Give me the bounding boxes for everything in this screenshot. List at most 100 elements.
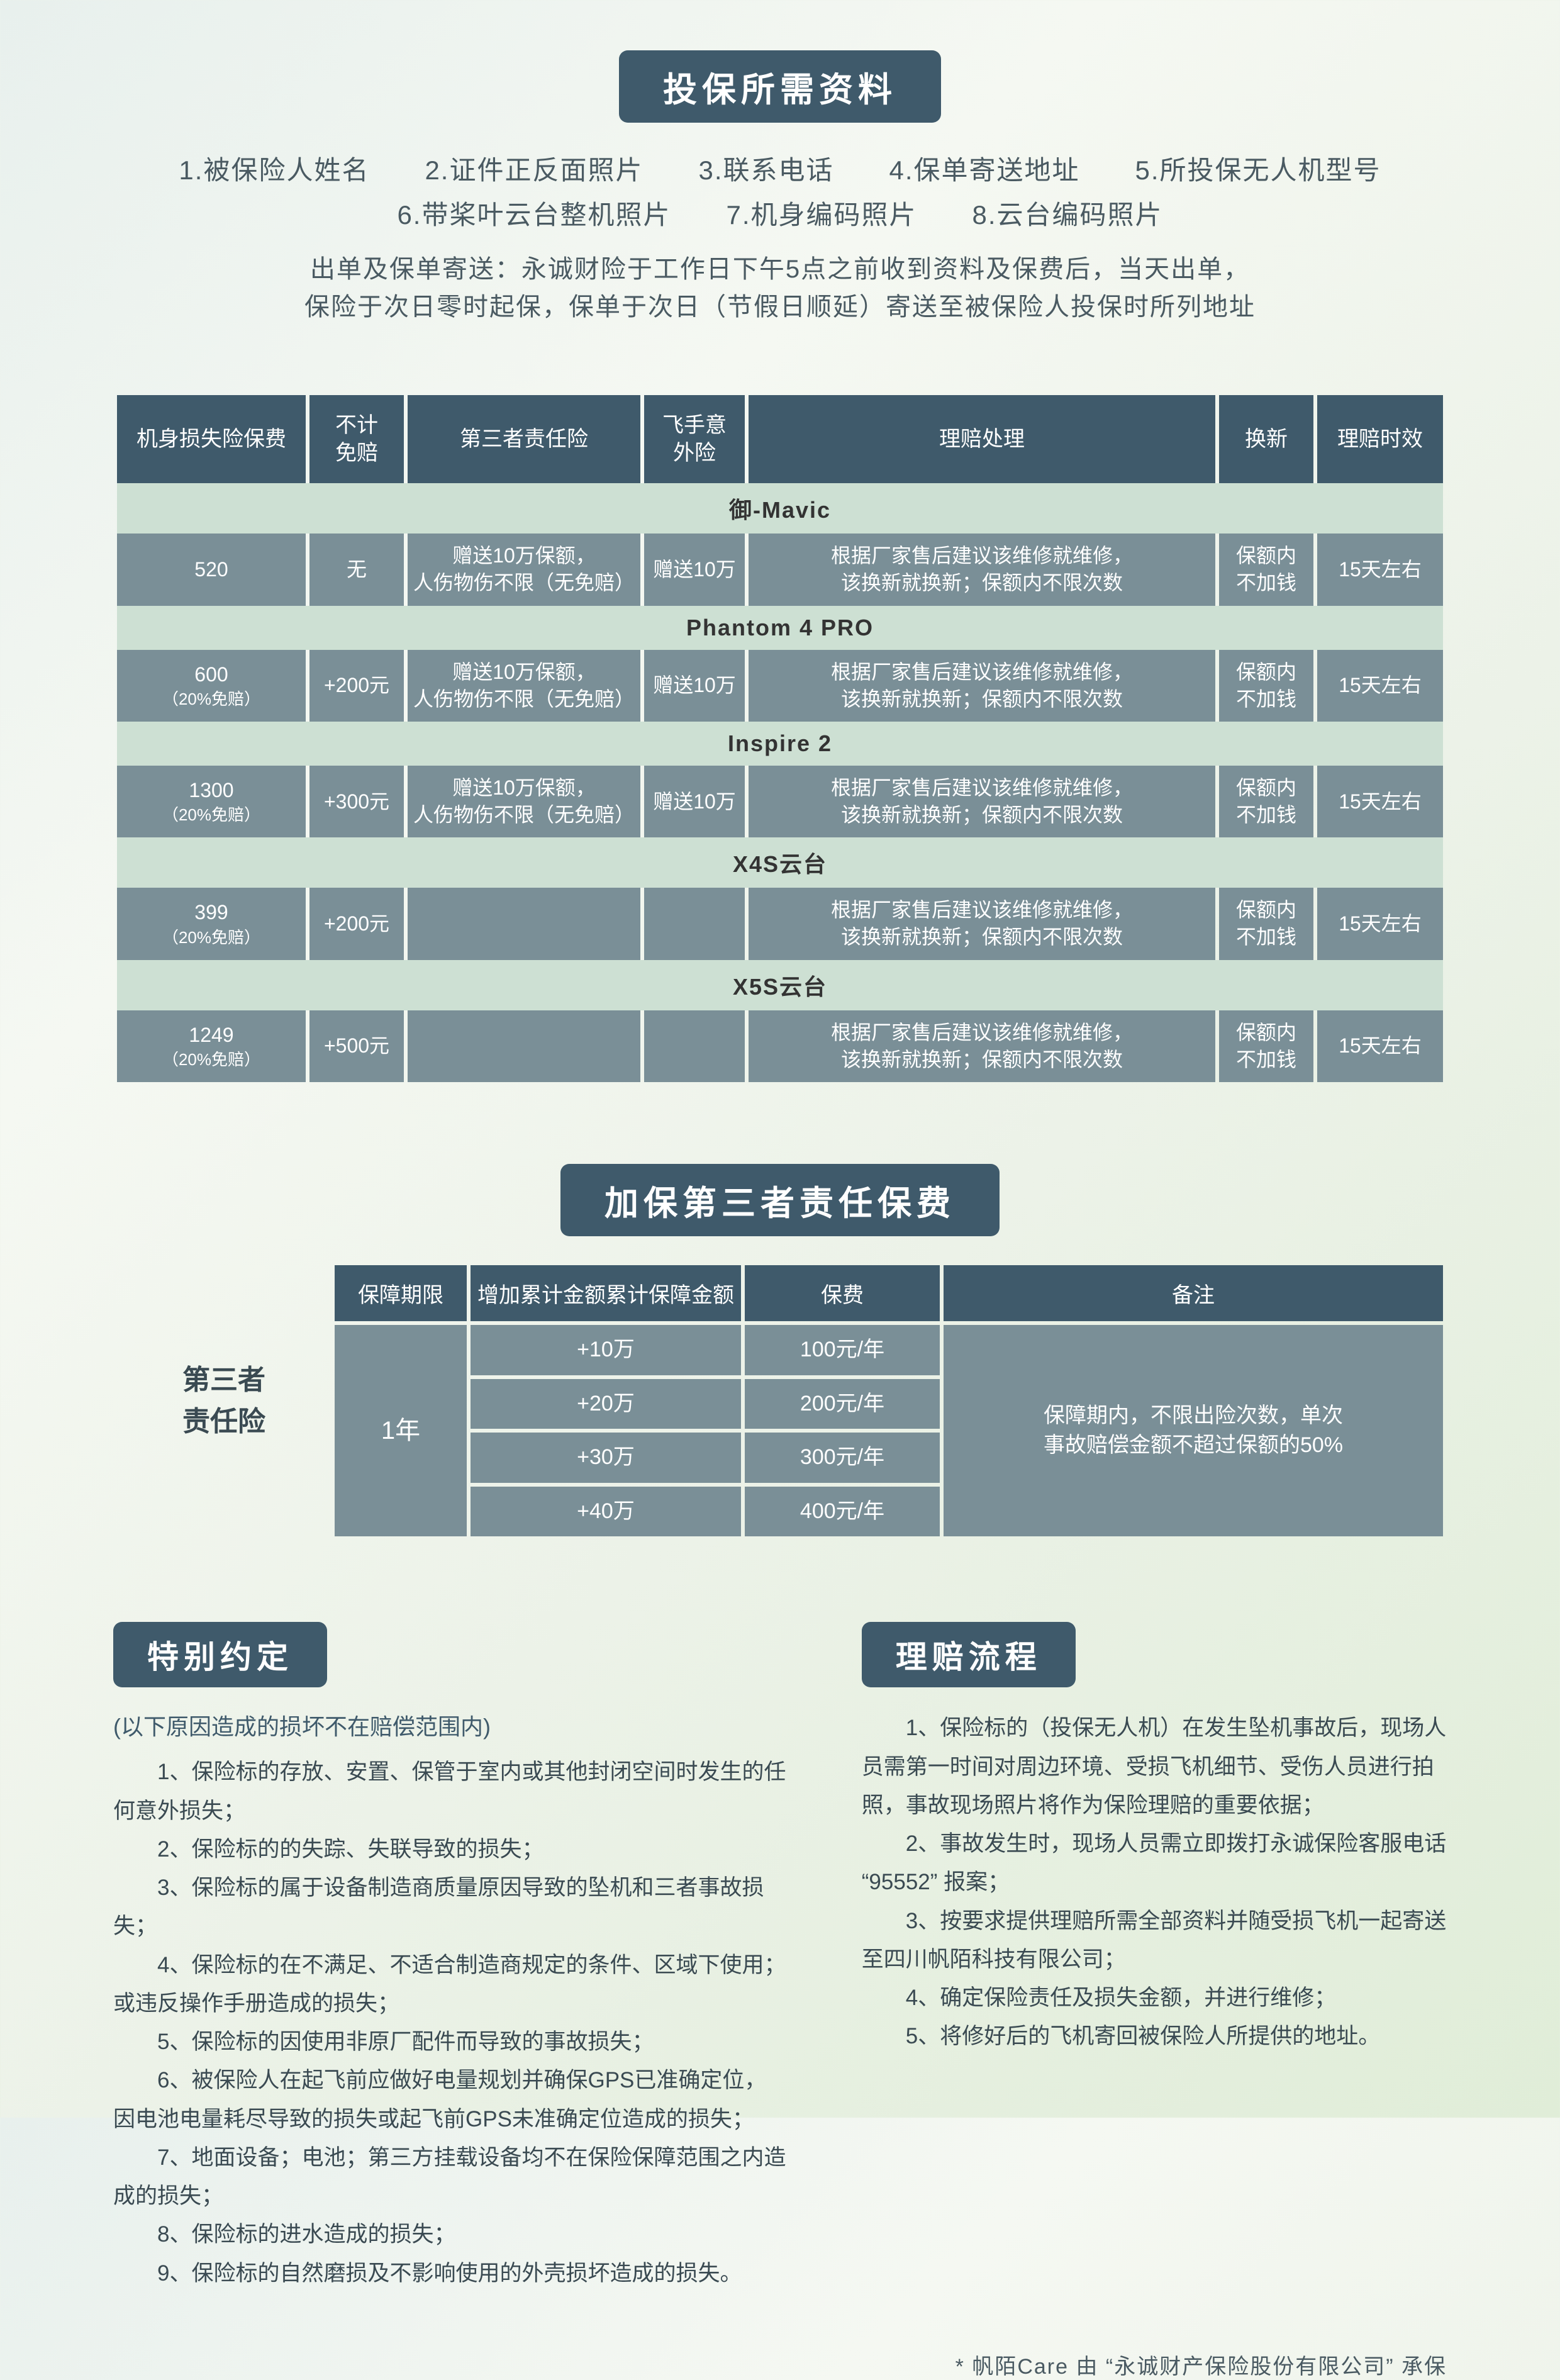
exclusions-title: 特别约定: [113, 1622, 327, 1687]
premium-cell: +300元: [309, 766, 404, 837]
premium-cell: 保额内 不加钱: [1219, 766, 1313, 837]
addon-fee-0: 100元/年: [745, 1325, 940, 1375]
premium-cell: 根据厂家售后建议该维修就维修， 该换新就换新；保额内不限次数: [749, 650, 1215, 722]
th-c3: 第三者责任险: [408, 395, 640, 483]
claims-column: 理赔流程 1、保险标的（投保无人机）在发生坠机事故后，现场人员需第一时间对周边环…: [862, 1622, 1447, 2293]
premium-cell: 赠送10万: [644, 534, 745, 605]
premium-cell: 15天左右: [1317, 534, 1443, 605]
exclusion-item: 8、保险标的进水造成的损失；: [113, 2215, 786, 2254]
exclusion-item: 4、保险标的在不满足、不适合制造商规定的条件、区域下使用；或违反操作手册造成的损…: [113, 1946, 786, 2023]
addon-title: 加保第三者责任保费: [560, 1164, 1000, 1236]
premium-data-row: 1300（20%免赔）+300元赠送10万保额， 人伤物伤不限（无免赔）赠送10…: [117, 766, 1443, 837]
required-title: 投保所需资料: [619, 50, 941, 123]
claims-list: 1、保险标的（投保无人机）在发生坠机事故后，现场人员需第一时间对周边环境、受损飞…: [862, 1709, 1447, 2055]
required-items-line1: 1.被保险人姓名 2.证件正反面照片 3.联系电话 4.保单寄送地址 5.所投保…: [113, 148, 1447, 193]
claims-title: 理赔流程: [862, 1622, 1076, 1687]
premium-cell: 无: [309, 534, 404, 605]
premium-cell: 保额内 不加钱: [1219, 888, 1313, 959]
premium-cell: [644, 888, 745, 959]
premium-cell: 保额内 不加钱: [1219, 534, 1313, 605]
premium-table: 机身损失险保费 不计 免赔 第三者责任险 飞手意 外险 理赔处理 换新 理赔时效…: [113, 395, 1447, 1082]
section-required-header: 投保所需资料: [113, 50, 1447, 123]
premium-cell: +200元: [309, 888, 404, 959]
premium-cell: 根据厂家售后建议该维修就维修， 该换新就换新；保额内不限次数: [749, 888, 1215, 959]
premium-cell: +500元: [309, 1010, 404, 1082]
premium-cell: 根据厂家售后建议该维修就维修， 该换新就换新；保额内不限次数: [749, 766, 1215, 837]
premium-cell: 赠送10万: [644, 650, 745, 722]
addon-left-label: 第三者 责任险: [117, 1265, 331, 1536]
premium-cell: 600（20%免赔）: [117, 650, 306, 722]
th-c6: 换新: [1219, 395, 1313, 483]
claims-item: 2、事故发生时，现场人员需立即拨打永诚保险客服电话 “95552” 报案；: [862, 1824, 1447, 1902]
premium-cell: [644, 1010, 745, 1082]
required-items-line2: 6.带桨叶云台整机照片 7.机身编码照片 8.云台编码照片: [113, 193, 1447, 237]
premium-cell: 根据厂家售后建议该维修就维修， 该换新就换新；保额内不限次数: [749, 534, 1215, 605]
premium-cell: 赠送10万: [644, 766, 745, 837]
addon-amount-2: +30万: [471, 1433, 741, 1483]
th-c2: 不计 免赔: [309, 395, 404, 483]
premium-group-row: Phantom 4 PRO: [117, 606, 1443, 650]
premium-data-row: 520无赠送10万保额， 人伤物伤不限（无免赔）赠送10万根据厂家售后建议该维修…: [117, 534, 1443, 605]
addon-header-row: 第三者 责任险 保障期限 增加累计金额累计保障金额 保费 备注: [117, 1265, 1443, 1321]
exclusions-list: 1、保险标的存放、安置、保管于室内或其他封闭空间时发生的任何意外损失；2、保险标…: [113, 1753, 786, 2293]
bottom-columns: 特别约定 (以下原因造成的损坏不在赔偿范围内) 1、保险标的存放、安置、保管于室…: [113, 1622, 1447, 2293]
required-items: 1.被保险人姓名 2.证件正反面照片 3.联系电话 4.保单寄送地址 5.所投保…: [113, 148, 1447, 238]
premium-cell: 根据厂家售后建议该维修就维修， 该换新就换新；保额内不限次数: [749, 1010, 1215, 1082]
premium-cell: 520: [117, 534, 306, 605]
premium-group-row: X4S云台: [117, 837, 1443, 888]
required-note-line1: 出单及保单寄送：永诚财险于工作日下午5点之前收到资料及保费后，当天出单，: [113, 250, 1447, 288]
required-note: 出单及保单寄送：永诚财险于工作日下午5点之前收到资料及保费后，当天出单， 保险于…: [113, 250, 1447, 326]
premium-cell: 赠送10万保额， 人伤物伤不限（无免赔）: [408, 650, 640, 722]
premium-cell: [408, 1010, 640, 1082]
addon-th-c3: 保费: [745, 1265, 940, 1321]
th-c7: 理赔时效: [1317, 395, 1443, 483]
premium-cell: 15天左右: [1317, 766, 1443, 837]
exclusion-item: 6、被保险人在起飞前应做好电量规划并确保GPS已准确定位，因电池电量耗尽导致的损…: [113, 2061, 786, 2138]
premium-data-row: 1249（20%免赔）+500元 根据厂家售后建议该维修就维修， 该换新就换新；保…: [117, 1010, 1443, 1082]
premium-group-name: 御-Mavic: [117, 483, 1443, 534]
exclusions-column: 特别约定 (以下原因造成的损坏不在赔偿范围内) 1、保险标的存放、安置、保管于室…: [113, 1622, 786, 2293]
addon-th-c4: 备注: [944, 1265, 1443, 1321]
addon-fee-1: 200元/年: [745, 1379, 940, 1429]
required-note-line2: 保险于次日零时起保，保单于次日（节假日顺延）寄送至被保险人投保时所列地址: [113, 288, 1447, 326]
exclusion-item: 7、地面设备；电池；第三方挂载设备均不在保险保障范围之内造成的损失；: [113, 2138, 786, 2216]
premium-cell: 399（20%免赔）: [117, 888, 306, 959]
exclusion-item: 2、保险标的的失踪、失联导致的损失；: [113, 1830, 786, 1869]
addon-remark: 保障期内，不限出险次数，单次 事故赔偿金额不超过保额的50%: [944, 1325, 1443, 1536]
claims-item: 1、保险标的（投保无人机）在发生坠机事故后，现场人员需第一时间对周边环境、受损飞…: [862, 1709, 1447, 1824]
premium-group-name: X5S云台: [117, 960, 1443, 1010]
exclusion-item: 9、保险标的自然磨损及不影响使用的外壳损坏造成的损失。: [113, 2254, 786, 2293]
premium-group-name: X4S云台: [117, 837, 1443, 888]
addon-th-c1: 保障期限: [335, 1265, 467, 1321]
exclusion-item: 1、保险标的存放、安置、保管于室内或其他封闭空间时发生的任何意外损失；: [113, 1753, 786, 1830]
premium-group-name: Inspire 2: [117, 722, 1443, 766]
section-addon-header: 加保第三者责任保费: [113, 1164, 1447, 1236]
premium-group-row: 御-Mavic: [117, 483, 1443, 534]
premium-cell: 1249（20%免赔）: [117, 1010, 306, 1082]
premium-cell: 赠送10万保额， 人伤物伤不限（无免赔）: [408, 534, 640, 605]
premium-table-header-row: 机身损失险保费 不计 免赔 第三者责任险 飞手意 外险 理赔处理 换新 理赔时效: [117, 395, 1443, 483]
exclusion-item: 5、保险标的因使用非原厂配件而导致的事故损失；: [113, 2023, 786, 2061]
premium-group-row: Inspire 2: [117, 722, 1443, 766]
addon-amount-0: +10万: [471, 1325, 741, 1375]
premium-cell: [408, 888, 640, 959]
premium-cell: 15天左右: [1317, 650, 1443, 722]
premium-cell: +200元: [309, 650, 404, 722]
footer-text: * 帆陌Care 由 “永诚财产保险股份有限公司” 承保: [113, 2349, 1447, 2380]
premium-data-row: 600（20%免赔）+200元赠送10万保额， 人伤物伤不限（无免赔）赠送10万…: [117, 650, 1443, 722]
exclusions-subtitle: (以下原因造成的损坏不在赔偿范围内): [113, 1709, 786, 1741]
addon-period: 1年: [335, 1325, 467, 1536]
th-c5: 理赔处理: [749, 395, 1215, 483]
premium-cell: 保额内 不加钱: [1219, 650, 1313, 722]
claims-item: 3、按要求提供理赔所需全部资料并随受损飞机一起寄送至四川帆陌科技有限公司；: [862, 1902, 1447, 1979]
addon-fee-2: 300元/年: [745, 1433, 940, 1483]
premium-cell: 保额内 不加钱: [1219, 1010, 1313, 1082]
addon-fee-3: 400元/年: [745, 1487, 940, 1537]
premium-cell: 15天左右: [1317, 1010, 1443, 1082]
th-c1: 机身损失险保费: [117, 395, 306, 483]
premium-cell: 赠送10万保额， 人伤物伤不限（无免赔）: [408, 766, 640, 837]
addon-th-c2: 增加累计金额累计保障金额: [471, 1265, 741, 1321]
premium-data-row: 399（20%免赔）+200元 根据厂家售后建议该维修就维修， 该换新就换新；保额…: [117, 888, 1443, 959]
addon-amount-1: +20万: [471, 1379, 741, 1429]
th-c4: 飞手意 外险: [644, 395, 745, 483]
